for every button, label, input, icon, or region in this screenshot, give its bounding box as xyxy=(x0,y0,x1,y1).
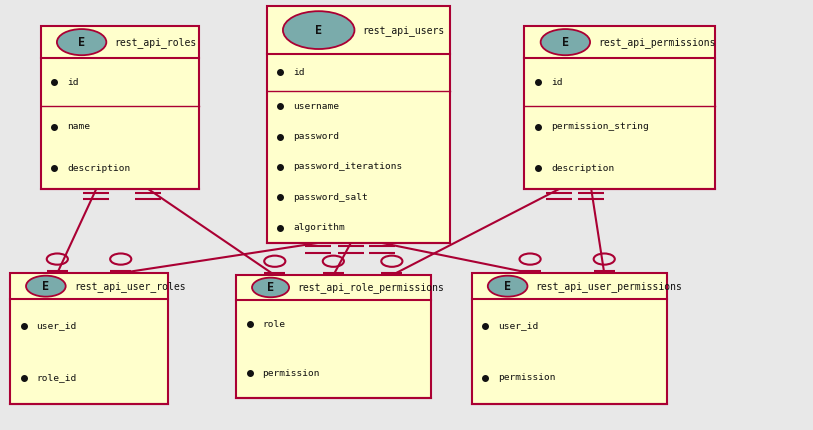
Circle shape xyxy=(26,276,66,297)
Text: name: name xyxy=(67,122,90,131)
Text: password: password xyxy=(293,132,340,141)
FancyBboxPatch shape xyxy=(10,273,168,404)
FancyBboxPatch shape xyxy=(41,26,199,189)
Text: description: description xyxy=(67,164,131,173)
Text: description: description xyxy=(551,164,615,173)
Text: permission_string: permission_string xyxy=(551,122,649,131)
Text: role: role xyxy=(263,320,285,329)
Text: algorithm: algorithm xyxy=(293,223,346,232)
Text: E: E xyxy=(42,280,50,293)
Text: permission: permission xyxy=(263,369,320,378)
Circle shape xyxy=(57,29,107,55)
Text: permission: permission xyxy=(498,374,556,382)
Text: E: E xyxy=(78,36,85,49)
Text: username: username xyxy=(293,102,340,111)
Text: id: id xyxy=(293,68,305,77)
Circle shape xyxy=(541,29,590,55)
Text: user_id: user_id xyxy=(37,321,77,330)
Text: user_id: user_id xyxy=(498,321,539,330)
Text: rest_api_user_permissions: rest_api_user_permissions xyxy=(536,281,682,292)
Text: rest_api_user_roles: rest_api_user_roles xyxy=(74,281,185,292)
Text: rest_api_roles: rest_api_roles xyxy=(115,37,197,48)
FancyBboxPatch shape xyxy=(524,26,715,189)
Text: id: id xyxy=(551,77,563,86)
Text: rest_api_role_permissions: rest_api_role_permissions xyxy=(298,282,444,293)
Text: rest_api_permissions: rest_api_permissions xyxy=(598,37,715,48)
Text: E: E xyxy=(562,36,569,49)
FancyBboxPatch shape xyxy=(472,273,667,404)
Text: id: id xyxy=(67,77,79,86)
FancyBboxPatch shape xyxy=(236,275,431,398)
Text: role_id: role_id xyxy=(37,374,77,382)
Text: E: E xyxy=(267,281,274,294)
Circle shape xyxy=(252,278,289,297)
Text: rest_api_users: rest_api_users xyxy=(363,25,445,36)
Circle shape xyxy=(283,11,354,49)
Text: password_iterations: password_iterations xyxy=(293,163,402,172)
Text: E: E xyxy=(504,280,511,293)
Text: password_salt: password_salt xyxy=(293,193,368,202)
Circle shape xyxy=(488,276,528,297)
Text: E: E xyxy=(315,24,322,37)
FancyBboxPatch shape xyxy=(267,6,450,243)
